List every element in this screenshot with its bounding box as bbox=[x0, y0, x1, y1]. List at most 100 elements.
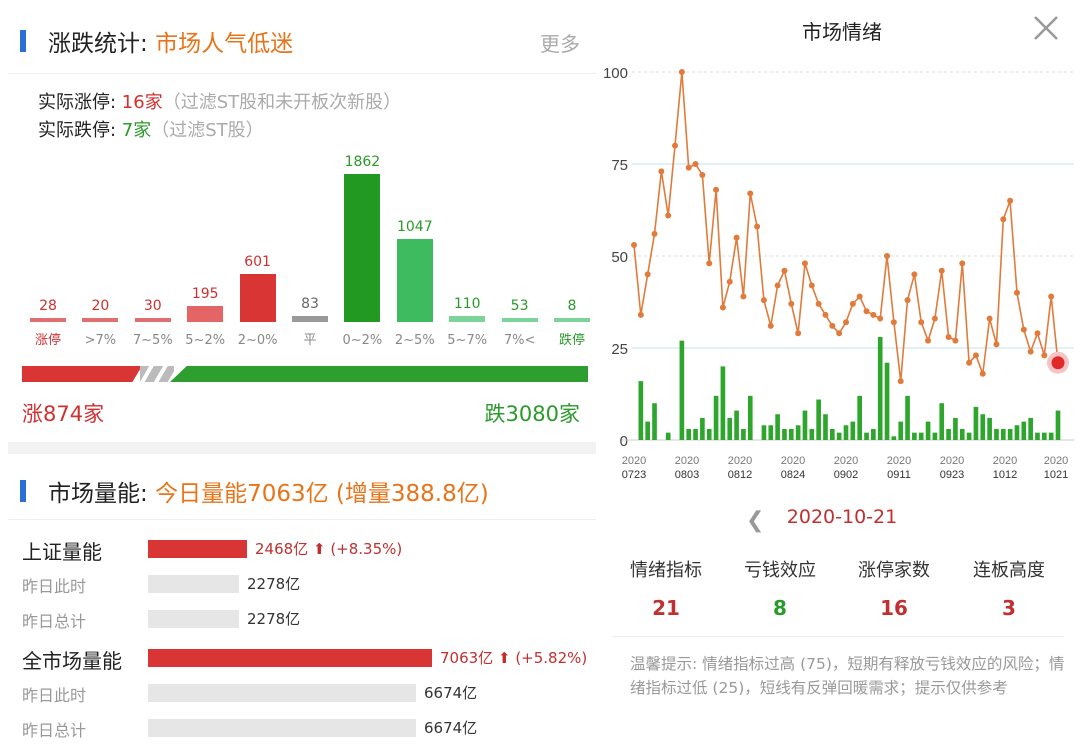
all-yesterday-now-value: 6674亿 bbox=[424, 684, 478, 702]
volume-bar bbox=[939, 403, 945, 440]
distribution-bar bbox=[134, 318, 171, 322]
x-tick-date: 0824 bbox=[781, 469, 805, 481]
x-tick-year: 2020 bbox=[675, 455, 699, 467]
distribution-bar bbox=[292, 316, 328, 322]
volume-bar bbox=[761, 425, 767, 440]
sentiment-point bbox=[952, 337, 959, 344]
sentiment-point bbox=[801, 260, 808, 267]
distribution-label: 2~0% bbox=[237, 333, 278, 348]
distribution-value: 28 bbox=[39, 298, 57, 314]
x-tick-year: 2020 bbox=[781, 455, 805, 467]
distribution-value: 83 bbox=[301, 296, 319, 312]
sentiment-point bbox=[972, 352, 979, 359]
sentiment-point bbox=[966, 359, 973, 366]
volume-bar bbox=[652, 403, 657, 440]
volume-bar bbox=[850, 421, 856, 440]
distribution-label: 5~2% bbox=[185, 333, 226, 348]
metric-label: 涨停家数 bbox=[858, 560, 930, 581]
sentiment-point bbox=[829, 322, 836, 329]
sh-yesterday-now-value: 2278亿 bbox=[247, 575, 301, 593]
all-yesterday-now-bar bbox=[148, 684, 416, 702]
metric-item: 亏钱效应 8 bbox=[723, 556, 837, 620]
volume-bar bbox=[734, 410, 739, 440]
sentiment-panel: 市场情绪 0 25 50 75 100 2020 0723 2020 0803 2020 0812 2… bbox=[604, 0, 1080, 755]
x-tick-year: 2020 bbox=[728, 455, 752, 467]
sentiment-point bbox=[938, 267, 945, 274]
volume-bar bbox=[1035, 432, 1040, 440]
volume-bar bbox=[932, 432, 938, 440]
sentiment-point bbox=[774, 282, 781, 289]
sentiment-point bbox=[760, 297, 767, 304]
volume-bar bbox=[741, 428, 746, 440]
distribution-column: 1862 0~2% bbox=[336, 150, 388, 360]
volume-bar bbox=[912, 432, 917, 440]
distribution-bar bbox=[396, 239, 433, 322]
metric-label: 情绪指标 bbox=[630, 560, 702, 581]
distribution-label: 7~5% bbox=[132, 333, 173, 348]
sentiment-point bbox=[884, 253, 891, 259]
volume-bar bbox=[891, 436, 897, 440]
distribution-bar bbox=[554, 318, 590, 322]
sentiment-point bbox=[692, 161, 699, 167]
volume-bar bbox=[795, 425, 801, 440]
volume-title: 市场量能: 今日量能7063亿 (增量388.8亿) bbox=[48, 481, 489, 507]
distribution-value: 1047 bbox=[396, 219, 433, 235]
volume-bar bbox=[679, 340, 685, 440]
metric-item: 情绪指标 21 bbox=[609, 556, 723, 620]
sentiment-point bbox=[836, 330, 843, 337]
change-distribution-chart: 28 涨停 20 >7% 30 7~5% 195 5~2% 601 2~0% 83 平 1862 0~2%… bbox=[22, 150, 590, 360]
up-arrow-icon: ⬆ bbox=[497, 649, 511, 667]
close-icon[interactable] bbox=[1030, 12, 1062, 44]
sentiment-point bbox=[890, 319, 897, 326]
metric-value: 8 bbox=[773, 596, 787, 620]
sentiment-point bbox=[911, 271, 918, 278]
all-volume-label: 全市场量能 bbox=[22, 649, 122, 673]
x-tick-year: 2020 bbox=[887, 455, 911, 467]
volume-bar bbox=[665, 432, 671, 440]
sentiment-point bbox=[1020, 326, 1027, 333]
all-volume-row: 全市场量能 7063亿 ⬆ (+5.82%) bbox=[22, 643, 592, 673]
more-link[interactable]: 更多 bbox=[540, 32, 580, 56]
distribution-label: >7% bbox=[84, 333, 117, 348]
volume-bar bbox=[829, 428, 835, 440]
sentiment-point bbox=[1013, 289, 1020, 296]
volume-bar bbox=[775, 414, 780, 440]
limit-stats-title: 涨跌统计: 市场人气低迷 bbox=[48, 31, 294, 57]
volume-bar bbox=[809, 428, 815, 440]
distribution-value: 8 bbox=[567, 298, 577, 314]
volume-bar bbox=[980, 414, 986, 440]
volume-bar bbox=[1000, 428, 1006, 440]
distribution-label: 跌停 bbox=[558, 333, 585, 348]
sentiment-point bbox=[959, 260, 966, 267]
volume-bar bbox=[782, 428, 787, 440]
all-volume-value: 7063亿 ⬆ (+5.82%) bbox=[440, 649, 588, 667]
volume-bar bbox=[1028, 417, 1033, 440]
section-divider bbox=[8, 442, 596, 454]
x-tick-date: 0723 bbox=[622, 469, 646, 481]
volume-bar bbox=[973, 406, 979, 440]
sh-volume-bar bbox=[148, 540, 247, 558]
x-tick-year: 2020 bbox=[622, 455, 646, 467]
volume-summary: 今日量能7063亿 (增量388.8亿) bbox=[155, 481, 489, 507]
sh-volume-value: 2468亿 ⬆ (+8.35%) bbox=[255, 540, 403, 558]
sentiment-point bbox=[754, 223, 761, 230]
sentiment-point bbox=[1000, 216, 1007, 223]
sh-yesterday-total-bar bbox=[148, 610, 239, 628]
sentiment-chart: 0 25 50 75 100 2020 0723 2020 0803 2020 0812 2020 08… bbox=[604, 65, 1074, 481]
sh-yesterday-now-bar bbox=[148, 575, 239, 593]
volume-bar bbox=[871, 428, 876, 440]
sentiment-point bbox=[747, 190, 754, 197]
distribution-column: 83 平 bbox=[284, 150, 336, 360]
volume-bar bbox=[768, 425, 774, 440]
selected-point bbox=[1051, 356, 1065, 370]
sh-yesterday-now-row: 昨日此时 2278亿 bbox=[22, 575, 301, 596]
distribution-value: 195 bbox=[191, 286, 219, 302]
x-tick-date: 1021 bbox=[1044, 469, 1068, 481]
chevron-left-icon[interactable]: ❮ bbox=[746, 508, 765, 533]
y-tick-label: 75 bbox=[611, 157, 628, 174]
sentiment-point bbox=[1048, 293, 1055, 300]
sentiment-point bbox=[1041, 352, 1048, 359]
volume-bar bbox=[987, 417, 992, 440]
y-tick-label: 50 bbox=[611, 249, 628, 266]
volume-bar bbox=[823, 414, 828, 440]
